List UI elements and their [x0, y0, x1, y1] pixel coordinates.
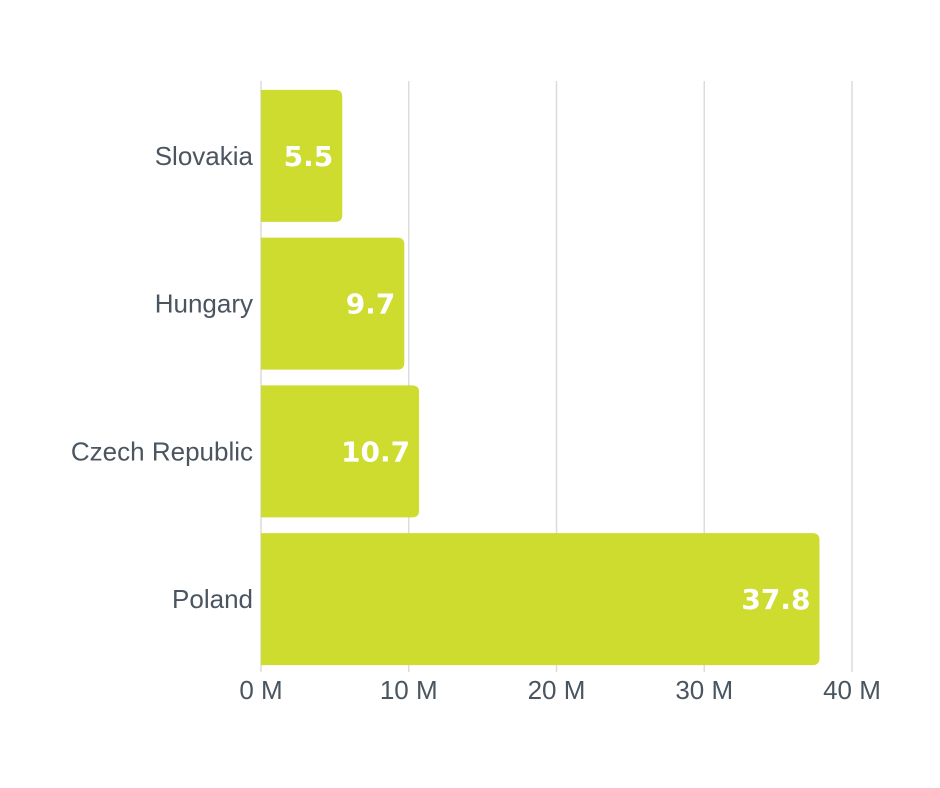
bar-slovakia [261, 89, 343, 222]
x-axis-tick-labels: 0 M 10 M 20 M 30 M 40 M [239, 675, 881, 705]
data-label: 10.7 [341, 435, 410, 468]
x-tick-label: 40 M [823, 675, 881, 705]
category-label: Czech Republic [71, 436, 253, 466]
bar-poland [261, 533, 820, 666]
data-label: 5.5 [284, 140, 334, 173]
x-tick-label: 0 M [239, 675, 282, 705]
data-label: 9.7 [346, 288, 396, 321]
x-tick-label: 10 M [380, 675, 438, 705]
bar-hungary [261, 237, 405, 370]
x-tick-label: 30 M [675, 675, 733, 705]
category-label: Poland [172, 584, 253, 614]
x-tick-label: 20 M [528, 675, 586, 705]
category-label: Hungary [155, 289, 253, 319]
bars: 5.5 9.7 10.7 37.8 [261, 89, 820, 666]
data-label: 37.8 [741, 583, 810, 616]
category-labels: Slovakia Hungary Czech Republic Poland [71, 141, 254, 614]
bar-czech-republic [261, 385, 420, 518]
category-label: Slovakia [155, 141, 254, 171]
